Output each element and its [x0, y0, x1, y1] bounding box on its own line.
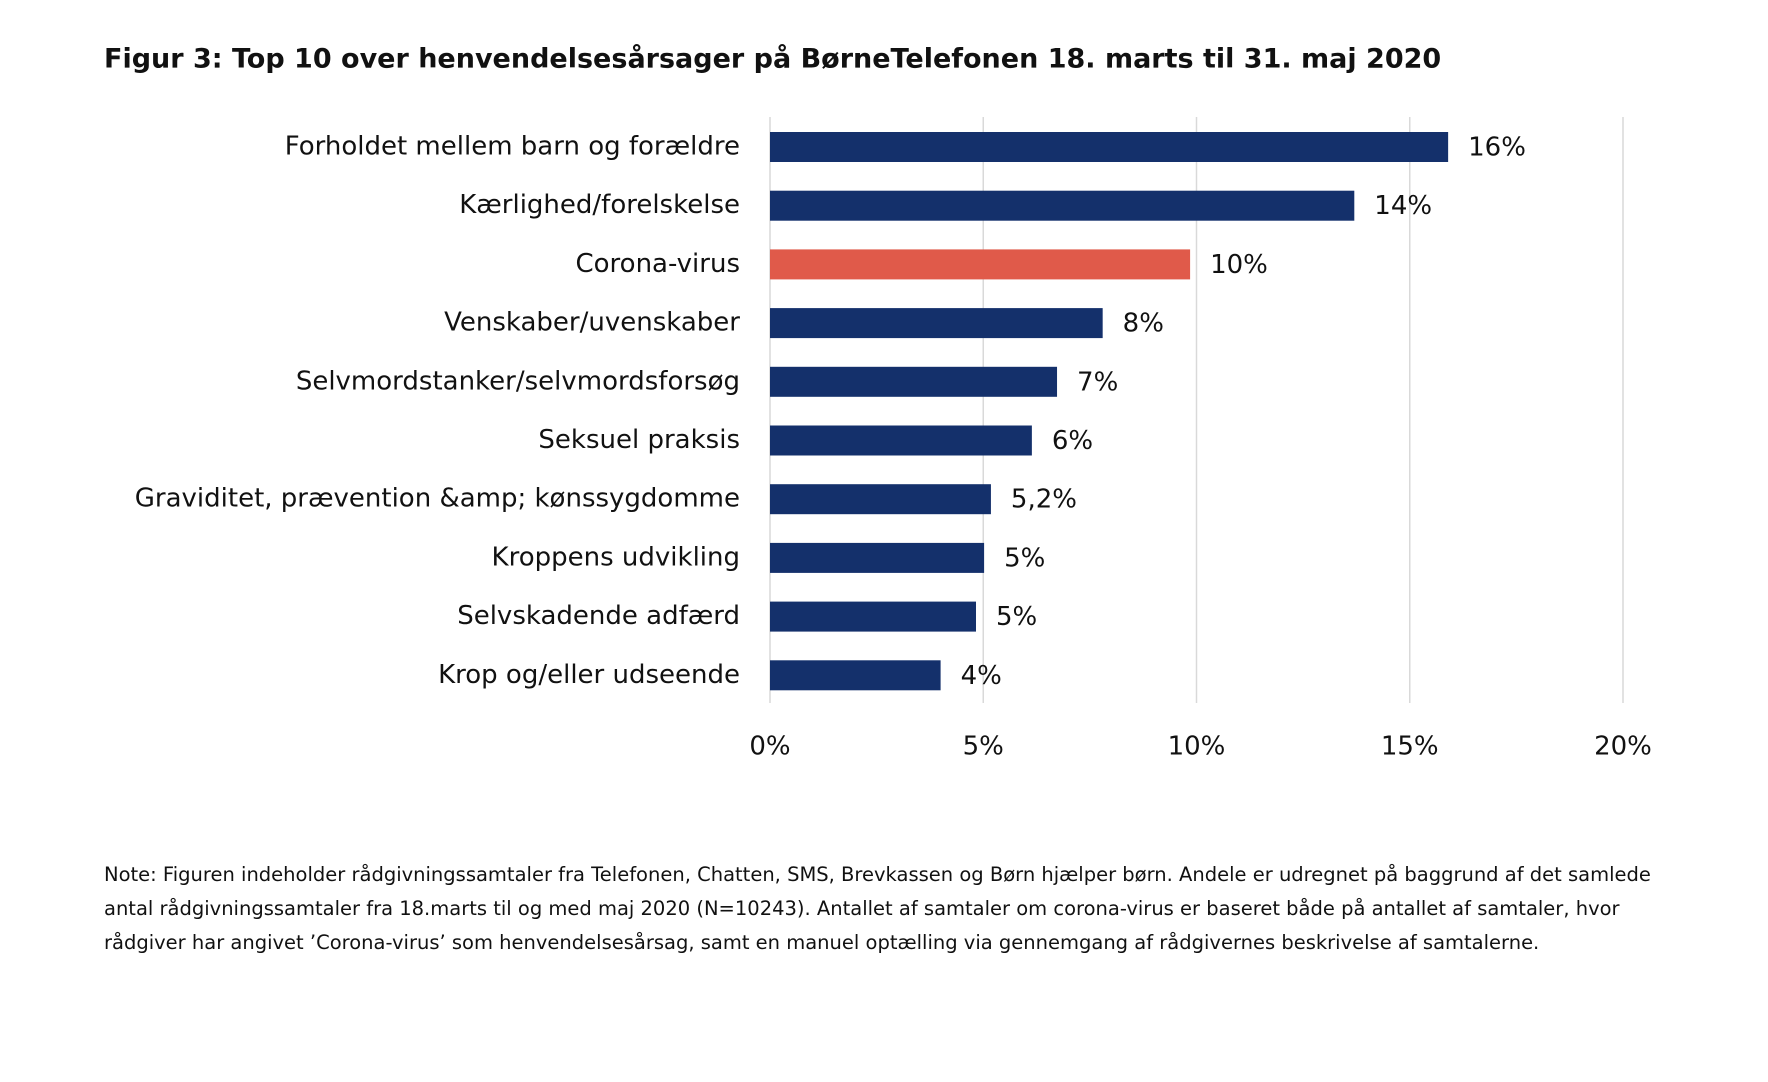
x-tick-label: 20%	[1594, 732, 1652, 762]
bar	[770, 542, 985, 573]
y-tick-label: Selvskadende adfærd	[457, 601, 740, 631]
bar	[770, 366, 1058, 397]
y-tick-label: Graviditet, prævention &amp; kønssygdomm…	[135, 484, 740, 514]
y-tick-label: Corona-virus	[575, 249, 740, 279]
chart-title: Figur 3: Top 10 over henvendelsesårsager…	[104, 43, 1441, 75]
bar	[770, 484, 991, 515]
value-label: 4%	[961, 661, 1002, 691]
x-tick-label: 15%	[1381, 732, 1439, 762]
bar	[770, 308, 1103, 339]
y-tick-label: Venskaber/uvenskaber	[444, 308, 740, 338]
value-label: 5,2%	[1011, 485, 1077, 515]
x-tick-label: 0%	[749, 732, 790, 762]
x-tick-label: 5%	[963, 732, 1004, 762]
y-tick-label: Kroppens udvikling	[492, 542, 740, 572]
y-tick-label: Selvmordstanker/selvmordsforsøg	[296, 366, 740, 396]
note: Note: Figuren indeholder rådgivningssamt…	[104, 863, 1651, 954]
bar	[770, 660, 941, 691]
value-label: 7%	[1077, 367, 1118, 397]
bar	[770, 601, 976, 632]
value-label: 5%	[996, 602, 1037, 632]
value-label: 5%	[1004, 543, 1045, 573]
y-tick-label: Krop og/eller udseende	[438, 660, 740, 690]
y-tick-label: Kærlighed/forelskelse	[459, 190, 740, 220]
bar	[770, 249, 1191, 280]
value-label: 8%	[1123, 309, 1164, 339]
bar	[770, 132, 1449, 162]
y-tick-label: Seksuel praksis	[538, 425, 740, 455]
y-tick-label: Forholdet mellem barn og forældre	[285, 132, 740, 162]
value-label: 16%	[1468, 133, 1526, 163]
value-label: 14%	[1374, 191, 1432, 221]
bar	[770, 425, 1032, 456]
value-label: 10%	[1210, 250, 1268, 280]
value-label: 6%	[1052, 426, 1093, 456]
bar	[770, 190, 1355, 221]
x-tick-label: 10%	[1168, 732, 1226, 762]
